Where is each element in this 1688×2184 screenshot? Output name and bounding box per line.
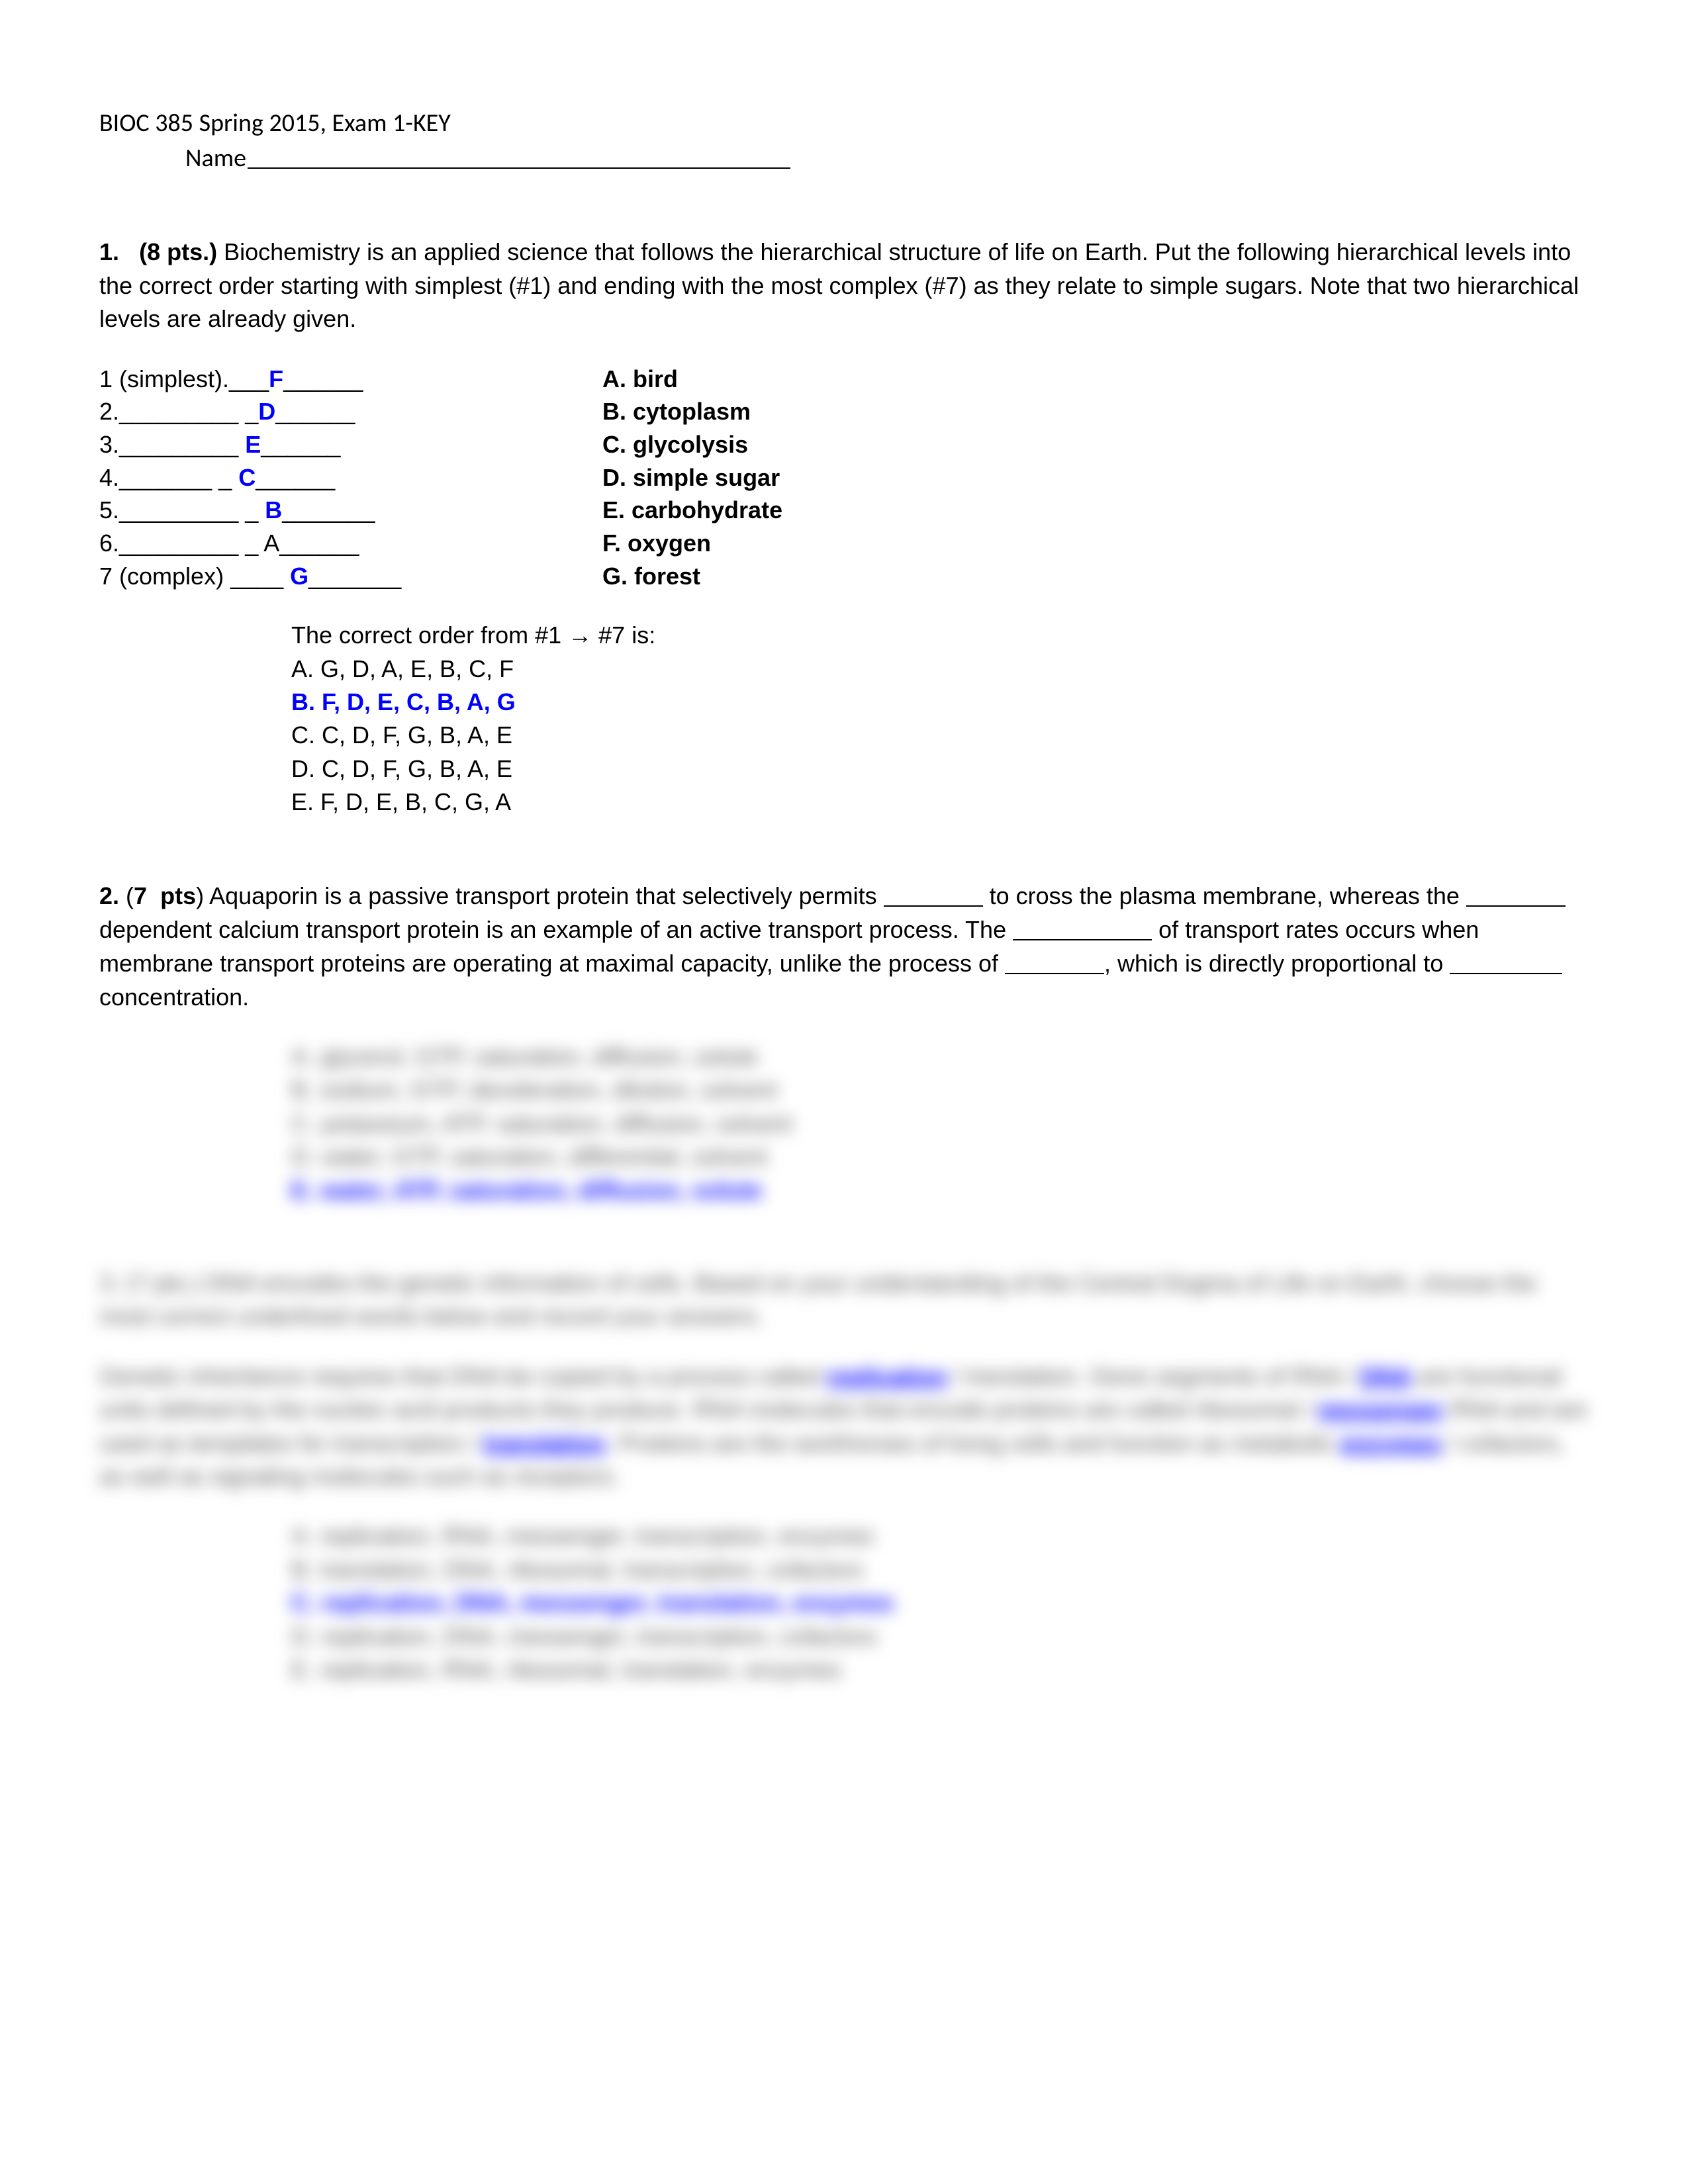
q2-t1: to cross the plasma membrane, whereas th… [983,882,1466,909]
q1-choices-block: The correct order from #1 → #7 is: A. G,… [99,619,1589,819]
q2-blank-1 [884,905,983,907]
hierarchy-option-label: D. simple sugar [602,461,780,494]
q2-prompt: 2. (7 pts) Aquaporin is a passive transp… [99,879,1589,1014]
q2-t4: , which is directly proportional to [1104,950,1450,977]
q2-option: C. potassium, ATP, saturation, diffusion… [291,1107,1589,1140]
q2-blank-5 [1450,973,1562,974]
hierarchy-row: 6._________ _ A______F. oxygen [99,527,1589,560]
hierarchy-option-label: B. cytoplasm [602,395,751,428]
hierarchy-option-label: G. forest [602,560,700,593]
hierarchy-left: 7 (complex) ____ G_______ [99,560,602,593]
hierarchy-answer: D [258,398,275,425]
hierarchy-pre: 2._________ _ [99,398,258,425]
q3-option: B. translation, DNA, ribosomal, transcri… [291,1553,1589,1586]
hierarchy-left: 4._______ _ C______ [99,461,602,494]
hierarchy-row: 5._________ _ B_______E. carbohydrate [99,494,1589,527]
q1-order-line: The correct order from #1 → #7 is: [291,619,1589,652]
q1-option: B. F, D, E, C, B, A, G [291,686,1589,719]
q2-number: 2. [99,882,119,909]
q3-fragment: DNA [1360,1363,1412,1390]
hierarchy-answer: F [269,365,283,392]
q1-prompt: 1. (8 pts.) Biochemistry is an applied s… [99,236,1589,336]
q1-option: D. C, D, F, G, B, A, E [291,752,1589,786]
hierarchy-option-label: E. carbohydrate [602,494,782,527]
q3-fragment: / translation. Gene segments of RNA / [947,1363,1360,1390]
hierarchy-option-label: A. bird [602,363,678,396]
q2-option: B. sodium, GTP, deceleration, dilution, … [291,1073,1589,1107]
hierarchy-pre: 3._________ [99,431,245,458]
q3-para2: Genetic inheritance requires that DNA be… [99,1360,1589,1494]
hierarchy-answer: B [265,496,282,523]
hierarchy-post: ______ [275,398,355,425]
q3-blurred: 3. (7 pts.) DNA encodes the genetic info… [99,1267,1589,1686]
hierarchy-row: 1 (simplest).___F______A. bird [99,363,1589,396]
q2-blank-2 [1466,905,1566,907]
hierarchy-left: 2._________ _D______ [99,395,602,428]
hierarchy-pre: 7 (complex) ____ [99,563,290,590]
q1-text: Biochemistry is an applied science that … [99,238,1579,332]
name-field-line: Name [99,141,1589,176]
q2-t0: Aquaporin is a passive transport protein… [204,882,884,909]
q3-fragment: . Proteins are the workhorses of living … [605,1430,1340,1457]
q2-t5: concentration. [99,983,249,1011]
hierarchy-answer: G [290,563,308,590]
hierarchy-post: ______ [279,529,359,557]
hierarchy-pre: 1 (simplest).___ [99,365,269,392]
hierarchy-post: _______ [282,496,375,523]
q2-blank-3 [1013,939,1152,940]
hierarchy-answer: C [238,464,256,491]
q3-option: C. replication, DNA, messenger, translat… [291,1586,1589,1619]
q3-option: A. replication, RNA, messenger, transcri… [291,1520,1589,1553]
q3-fragment: Genetic inheritance requires that DNA be… [99,1363,827,1390]
q1-order-post: #7 is: [592,621,655,649]
hierarchy-answer: E [245,431,261,458]
hierarchy-left: 5._________ _ B_______ [99,494,602,527]
hierarchy-row: 3._________ E______C. glycolysis [99,428,1589,461]
hierarchy-pre: 6._________ _ A [99,529,279,557]
q1-option: E. F, D, E, B, C, G, A [291,786,1589,819]
q1-order-pre: The correct order from #1 [291,621,568,649]
hierarchy-option-label: C. glycolysis [602,428,748,461]
hierarchy-option-label: F. oxygen [602,527,711,560]
hierarchy-left: 1 (simplest).___F______ [99,363,602,396]
hierarchy-post: ______ [283,365,363,392]
hierarchy-row: 7 (complex) ____ G_______G. forest [99,560,1589,593]
q3-fragment: translation [483,1430,605,1457]
q2-points: 7 pts [134,882,196,909]
hierarchy-left: 3._________ E______ [99,428,602,461]
hierarchy-row: 2._________ _D______B. cytoplasm [99,395,1589,428]
right-arrow-icon: → [568,621,592,649]
q3-fragment: enzymes [1340,1430,1441,1457]
q2-option: E. water, ATP, saturation, diffusion, so… [291,1174,1589,1207]
q1-points: (8 pts.) [139,238,217,265]
q3-fragment: messenger [1318,1396,1444,1423]
q1-option: A. G, D, A, E, B, C, F [291,653,1589,686]
q1-options: A. G, D, A, E, B, C, FB. F, D, E, C, B, … [291,653,1589,819]
hierarchy-post: _______ [308,563,401,590]
q2-option: D. water, GTP, saturation, differential,… [291,1140,1589,1173]
q1-hierarchy: 1 (simplest).___F______A. bird2.________… [99,363,1589,593]
q3-option: D. replication, DNA, messenger, transcri… [291,1620,1589,1653]
hierarchy-row: 4._______ _ C______D. simple sugar [99,461,1589,494]
q1-number: 1. [99,238,119,265]
course-header: BIOC 385 Spring 2015, Exam 1-KEY [99,106,1589,141]
hierarchy-post: ______ [261,431,340,458]
q3-fragment: replication [827,1363,947,1390]
hierarchy-left: 6._________ _ A______ [99,527,602,560]
name-label: Name [185,143,246,173]
q2-t2: dependent calcium transport protein is a… [99,916,1013,943]
q2-blank-4 [1005,973,1104,974]
q3-options-blurred: A. replication, RNA, messenger, transcri… [99,1520,1589,1686]
name-blank [248,167,790,169]
q3-option: E. replication, RNA, ribosomal, translat… [291,1653,1589,1686]
q2-options-blurred: A. glycerol, GTP, saturation, diffusion,… [99,1040,1589,1207]
hierarchy-post: ______ [256,464,335,491]
hierarchy-pre: 4._______ _ [99,464,238,491]
page-content: BIOC 385 Spring 2015, Exam 1-KEY Name 1.… [0,0,1688,1686]
q2-option: A. glycerol, GTP, saturation, diffusion,… [291,1040,1589,1073]
q1-option: C. C, D, F, G, B, A, E [291,719,1589,752]
hierarchy-pre: 5._________ _ [99,496,265,523]
q3-prompt: 3. (7 pts.) DNA encodes the genetic info… [99,1267,1589,1334]
